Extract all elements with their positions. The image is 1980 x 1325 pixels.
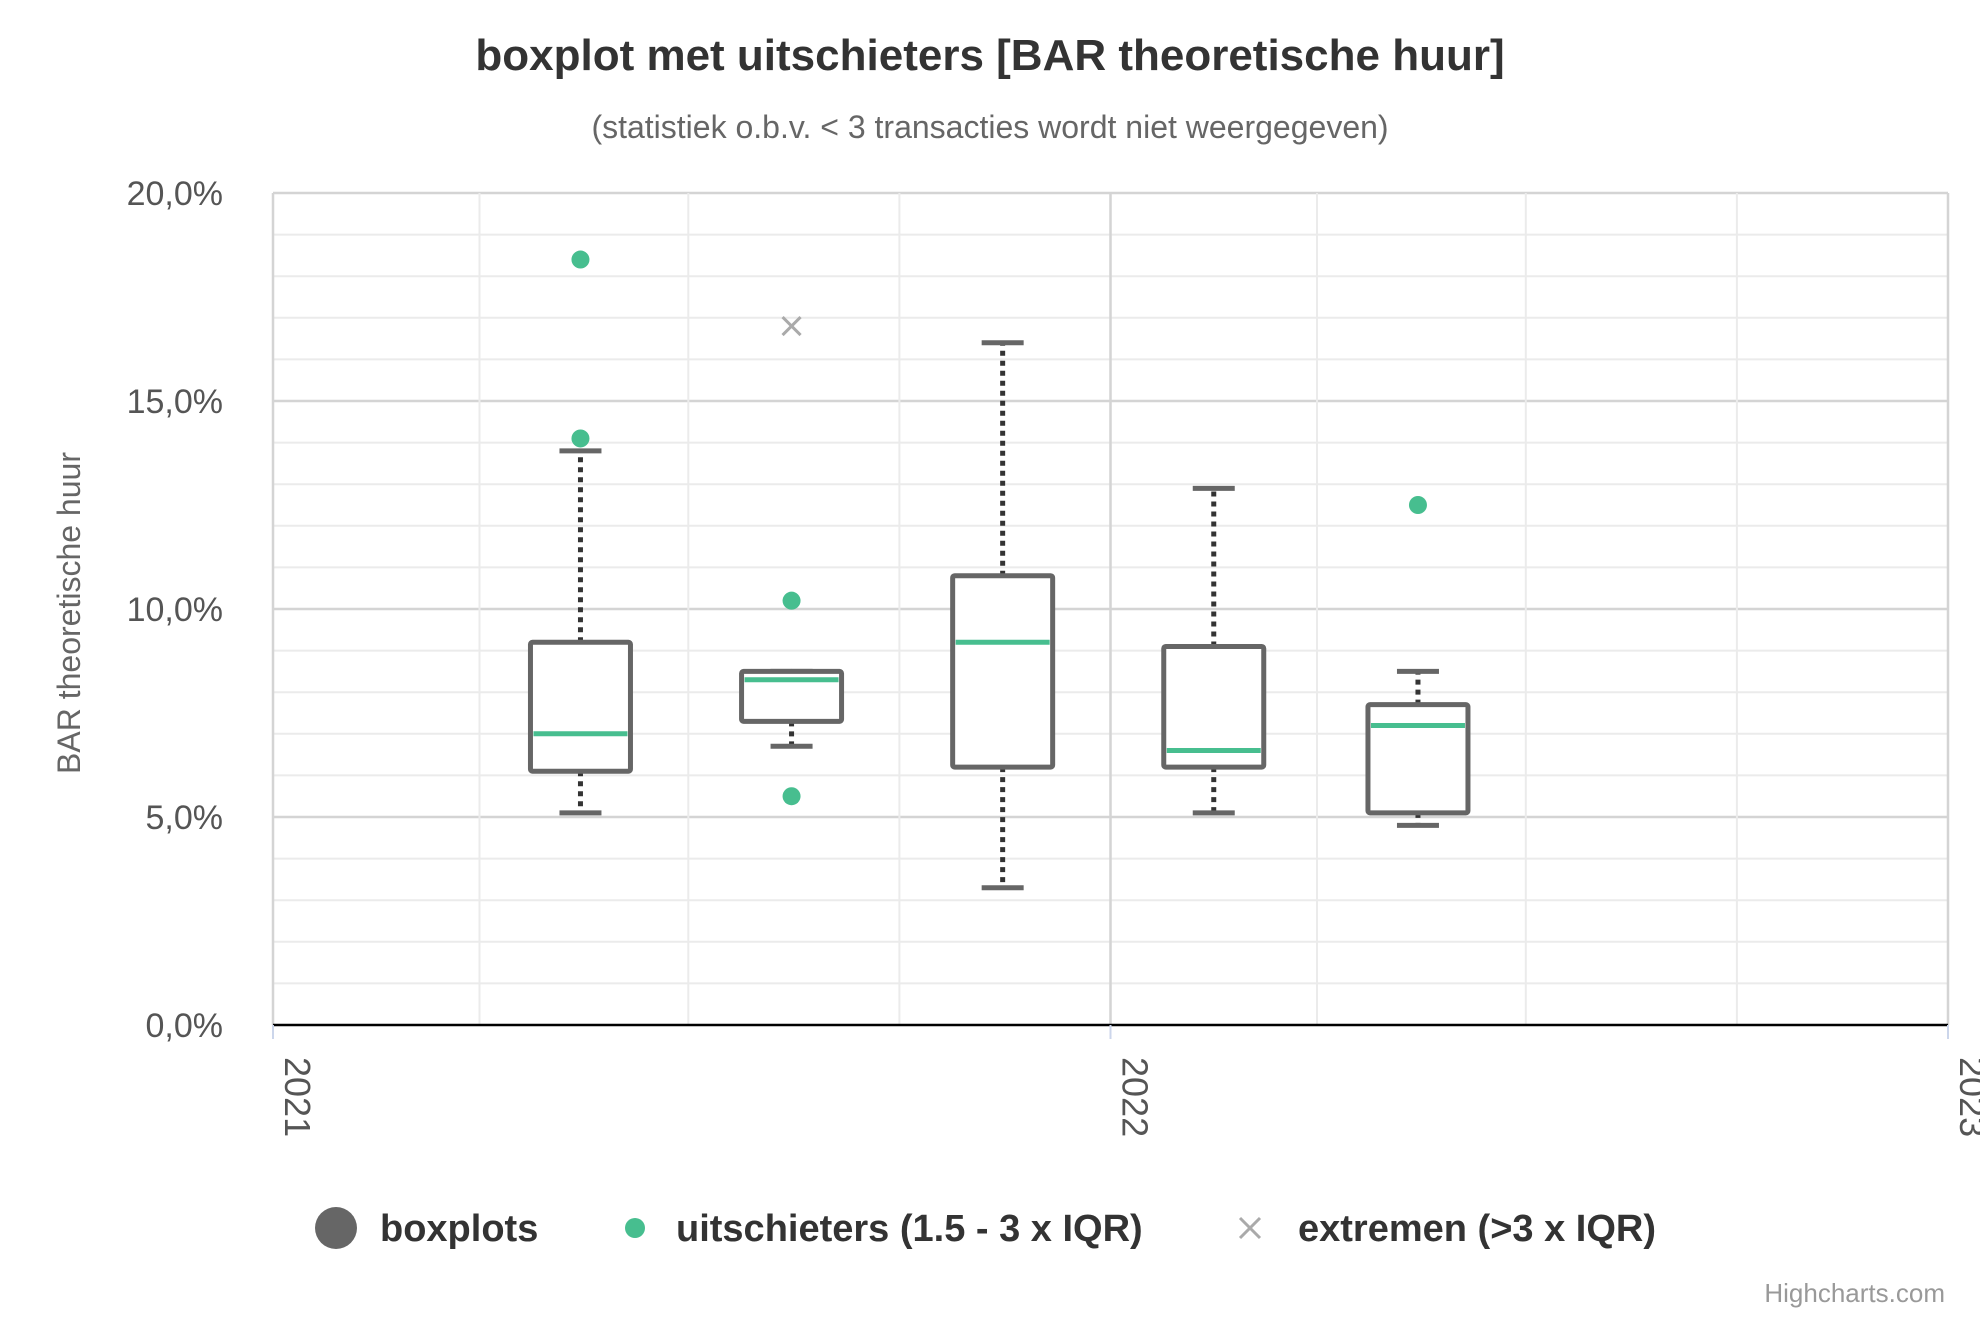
outlier-point [571,429,590,448]
box-iqr [527,639,633,774]
legend-item-extremen[interactable]: extremen (>3 x IQR) [1238,1208,1656,1250]
y-tick-label: 5,0% [146,799,224,837]
legend[interactable]: boxplots uitschieters (1.5 - 3 x IQR) extr… [315,1207,1656,1250]
chart-subtitle: (statistiek o.b.v. < 3 transacties wordt… [591,109,1388,145]
box-iqr [739,668,845,724]
outlier-point [1408,496,1427,514]
legend-symbol [315,1207,357,1249]
boxplot-box [527,448,633,816]
boxplot-box [1365,668,1471,828]
y-tick-label: 0,0% [146,1007,224,1045]
outlier-point [782,787,801,806]
y-axis-title: BAR theoretische huur [51,452,87,774]
axes: 0,0% 5,0% 10,0% 15,0% 20,0% 2021 2022 2023 [127,175,1980,1137]
outlier-series [571,250,1427,806]
y-tick-label: 15,0% [127,383,223,421]
x-tick-label: 2022 [1115,1057,1156,1137]
legend-label: extremen (>3 x IQR) [1298,1208,1656,1250]
legend-symbol [1238,1216,1262,1240]
chart-title: boxplot met uitschieters [BAR theoretisc… [475,31,1504,80]
x-tick-label: 2023 [1952,1057,1980,1137]
x-tick-label: 2021 [277,1057,318,1137]
box-iqr [1161,643,1267,770]
y-tick-label: 10,0% [127,591,223,629]
boxplot-box [950,340,1056,891]
boxplot-box [739,668,845,749]
legend-symbol [625,1218,645,1238]
extreme-point [781,316,802,337]
boxplots-series [527,340,1471,891]
outlier-point [571,250,590,269]
y-tick-label: 20,0% [127,175,223,213]
box-iqr [950,573,1056,770]
box-iqr [1365,702,1471,816]
legend-label: boxplots [380,1208,538,1250]
extreme-mark-b [781,316,802,337]
legend-item-boxplots[interactable]: boxplots [315,1207,538,1250]
outlier-point [782,591,801,610]
grid [271,191,1950,1025]
legend-label: uitschieters (1.5 - 3 x IQR) [676,1208,1143,1250]
boxplot-box [1161,485,1267,816]
credits-link[interactable]: Highcharts.com [1764,1278,1945,1308]
legend-item-uitschieters[interactable]: uitschieters (1.5 - 3 x IQR) [625,1208,1143,1250]
